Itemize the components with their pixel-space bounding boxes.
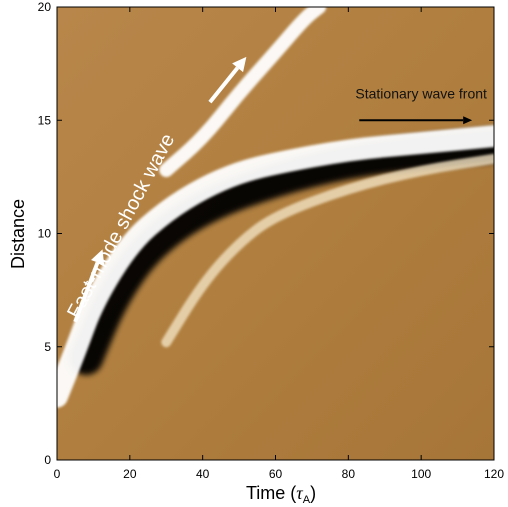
plot-area	[56, 6, 495, 461]
annotation-stationary-wave-front: Stationary wave front	[355, 85, 487, 101]
shock-front-white	[57, 125, 494, 408]
x-axis-label: Time (τA)	[246, 483, 316, 506]
y-axis-label: Distance	[8, 199, 28, 269]
y-tick-label: 5	[44, 340, 51, 354]
shock-arrow-upper	[208, 56, 247, 104]
x-axis: 0 20 40 60 80 100 120	[54, 7, 504, 481]
x-tick-label: 80	[342, 467, 356, 481]
x-tick-label: 60	[269, 467, 283, 481]
x-tick-label: 0	[54, 467, 61, 481]
x-tick-label: 20	[123, 467, 137, 481]
y-axis: 0 5 10 15 20	[38, 0, 494, 467]
x-tick-label: 100	[411, 467, 431, 481]
y-tick-label: 20	[38, 0, 52, 14]
y-tick-label: 15	[38, 113, 52, 127]
y-tick-label: 0	[44, 453, 51, 467]
secondary-wave	[161, 153, 494, 348]
stationary-arrow	[359, 116, 473, 125]
shock-upper-branch	[159, 7, 327, 178]
x-tick-label: 40	[196, 467, 210, 481]
x-tick-label: 120	[484, 467, 504, 481]
shock-arrow-lower	[73, 249, 105, 323]
y-tick-label: 10	[38, 227, 52, 241]
heatmap-features	[57, 7, 494, 408]
